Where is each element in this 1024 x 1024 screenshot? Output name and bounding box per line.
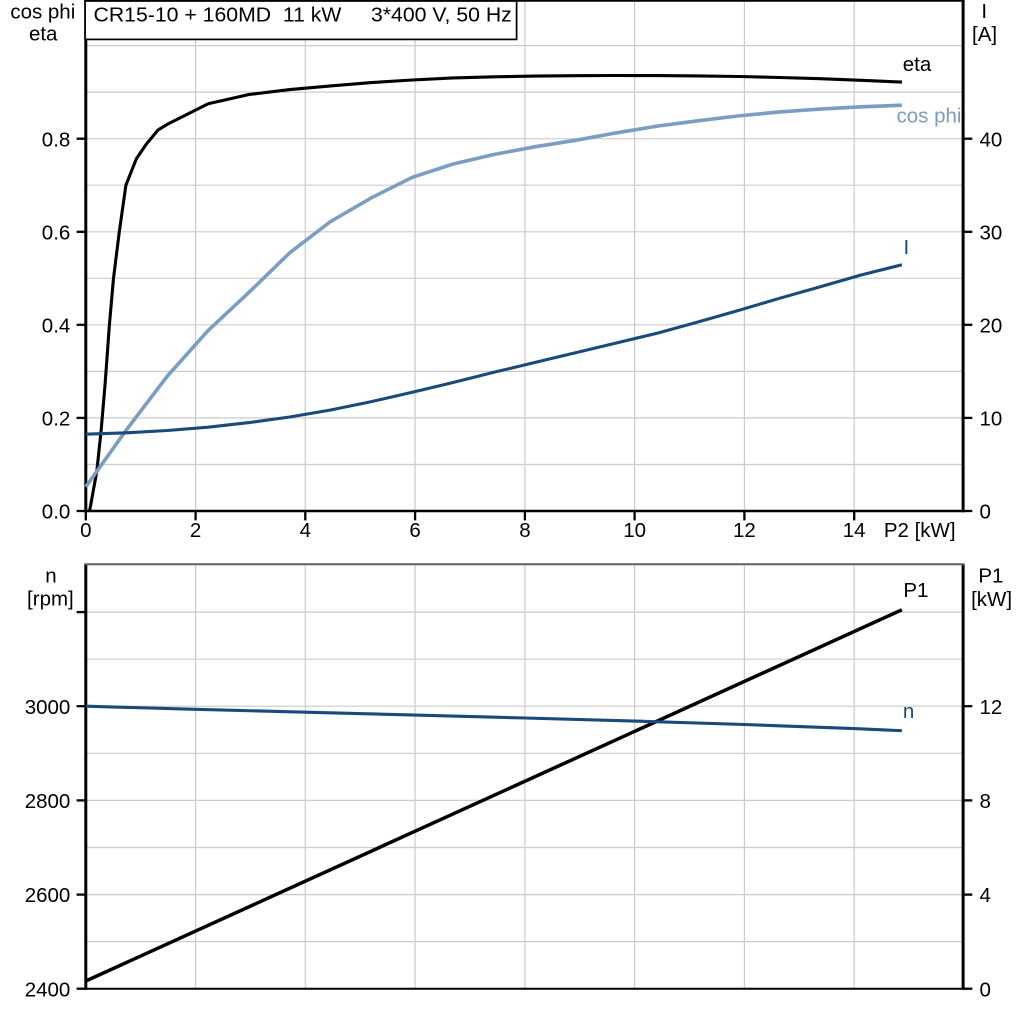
svg-text:2400: 2400 [25, 978, 71, 1001]
svg-text:0.6: 0.6 [42, 221, 71, 244]
svg-text:P2 [kW]: P2 [kW] [884, 519, 956, 542]
svg-text:0: 0 [980, 978, 991, 1001]
svg-text:2600: 2600 [25, 884, 71, 907]
svg-text:[A]: [A] [972, 23, 997, 46]
svg-text:eta: eta [29, 22, 58, 45]
svg-text:eta: eta [903, 53, 932, 76]
svg-text:14: 14 [843, 519, 866, 542]
svg-text:0.2: 0.2 [42, 408, 71, 431]
svg-text:2800: 2800 [25, 790, 71, 813]
svg-text:12: 12 [733, 519, 756, 542]
svg-text:20: 20 [980, 314, 1003, 337]
svg-text:cos phi: cos phi [10, 0, 75, 23]
svg-text:P1: P1 [978, 564, 1003, 587]
svg-text:cos phi: cos phi [897, 105, 962, 128]
svg-text:P1: P1 [903, 579, 928, 602]
svg-text:CR15-10 + 160MD 11 kW 3*4: CR15-10 + 160MD 11 kW 3*400 V, 50 Hz [94, 4, 512, 27]
svg-text:2: 2 [190, 519, 201, 542]
svg-text:10: 10 [623, 519, 646, 542]
svg-text:n: n [903, 700, 914, 723]
svg-text:0.0: 0.0 [42, 501, 71, 524]
svg-text:I: I [981, 0, 987, 23]
svg-text:8: 8 [980, 790, 991, 813]
svg-text:4: 4 [300, 519, 311, 542]
svg-text:0: 0 [80, 519, 91, 542]
svg-text:4: 4 [980, 884, 991, 907]
svg-text:12: 12 [980, 696, 1003, 719]
svg-text:n: n [45, 565, 56, 588]
svg-text:0.8: 0.8 [42, 128, 71, 151]
svg-text:10: 10 [980, 408, 1003, 431]
svg-text:I: I [904, 236, 910, 259]
svg-text:8: 8 [519, 519, 530, 542]
svg-text:6: 6 [409, 519, 420, 542]
svg-text:30: 30 [980, 221, 1003, 244]
svg-text:0: 0 [980, 501, 991, 524]
svg-text:[kW]: [kW] [971, 588, 1012, 611]
svg-text:40: 40 [980, 128, 1003, 151]
svg-text:3000: 3000 [25, 696, 71, 719]
svg-text:0.4: 0.4 [42, 314, 71, 337]
svg-text:[rpm]: [rpm] [27, 587, 74, 610]
